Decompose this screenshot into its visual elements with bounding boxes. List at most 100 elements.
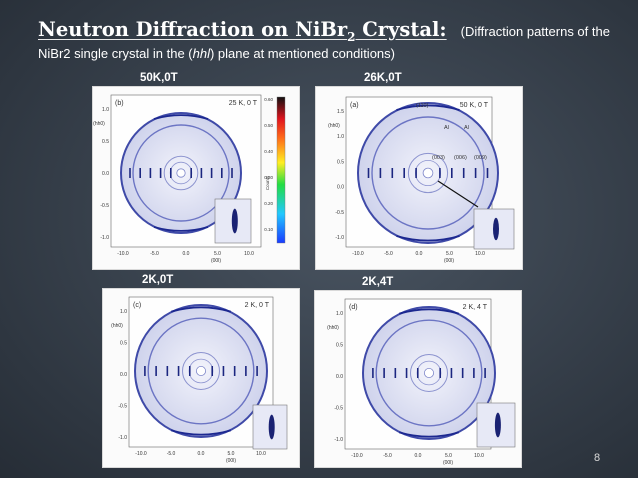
y-tick-label: -0.5 [118,404,127,410]
x-tick-label: 0.0 [416,251,423,257]
colorbar-tick: 0.40 [264,149,273,154]
inset-peak [268,414,275,440]
slide-subtitle: (Diffraction patterns of the [460,24,610,39]
y-tick-label: 0.0 [120,372,127,378]
y-tick-label: 0.0 [336,374,343,380]
panel-tag: (b) [115,100,124,107]
x-tick-label: -10.0 [351,453,363,459]
x-axis-label: (00l) [226,458,236,464]
y-axis-label: (hh0) [327,325,339,331]
panel-tag: (d) [349,304,358,311]
x-tick-label: -5.0 [150,251,159,257]
pattern-svg: (d) 2 K, 4 T 1.0 0.5 0.0 -0.5 -1.0 -10.0 -5.0 0.0… [327,298,516,466]
colorbar [276,96,286,244]
slide-title: Neutron Diffraction on NiBr2 Crystal: [38,18,447,44]
panel-condition: 25 K, 0 T [229,100,258,107]
diffraction-arc [171,306,231,313]
y-tick-label: 1.5 [337,109,344,115]
x-tick-label: 0.0 [198,451,205,457]
y-tick-label: 0.0 [102,171,109,177]
y-tick-label: -1.0 [335,235,344,241]
y-tick-label: -0.5 [100,203,109,209]
panel-condition: 2 K, 4 T [463,304,488,311]
beam-stop [422,167,434,179]
diffraction-arc [396,104,460,111]
x-tick-label: 5.0 [445,453,452,459]
title-line: Neutron Diffraction on NiBr2 Crystal: (Di… [38,18,610,44]
colorbar-tick: 0.10 [264,227,273,232]
x-tick-label: 10.0 [244,251,254,257]
diffraction-ring [407,152,449,194]
panel-d-label: 2K,4T [362,276,394,288]
x-tick-label: 5.0 [214,251,221,257]
peak-annotation: (006) [454,155,467,161]
y-axis-label: (hh0) [93,121,105,127]
diffraction-arc [399,308,459,315]
x-tick-label: -5.0 [384,251,393,257]
beam-stop [423,367,435,379]
slide-subtitle-line2: NiBr2 single crystal in the (hhl) plane … [38,46,395,61]
y-tick-label: 1.0 [337,134,344,140]
pointer-arrow [437,180,479,208]
diffraction-arc [396,235,460,242]
beam-stop [195,365,207,377]
y-tick-label: 0.5 [337,159,344,165]
diffraction-ring [163,155,199,191]
x-tick-label: 10.0 [256,451,266,457]
diffraction-panel-c: (c) 2 K, 0 T 1.0 0.5 0.0 -0.5 -1.0 -10.0 -5.0 0.0… [102,288,300,468]
x-tick-label: -10.0 [117,251,129,257]
peak-annotation: (009) [474,155,487,161]
x-tick-label: 10.0 [474,453,484,459]
pattern-svg: (b) 25 K, 0 T 1.0 0.5 0.0 -0.5 -1.0 -10.0 -5.0 0.… [93,94,286,264]
x-tick-label: -5.0 [167,451,176,457]
diffraction-arc [153,114,209,120]
y-tick-label: -1.0 [334,437,343,443]
diffraction-ring [182,352,220,390]
y-axis-label: (hh0) [328,123,340,129]
peak-annotation: Al [444,125,449,131]
y-tick-label: -1.0 [100,235,109,241]
y-tick-label: 0.0 [337,185,344,191]
colorbar-tick: 0.60 [264,97,273,102]
y-tick-label: -0.5 [335,210,344,216]
diffraction-ring [147,317,255,425]
x-tick-label: -5.0 [383,453,392,459]
colorbar-tick: 0.20 [264,201,273,206]
x-axis-label: (00l) [443,460,453,466]
diffraction-ring [371,116,485,230]
diffraction-arc [399,431,459,438]
diffraction-ring [132,124,230,222]
y-tick-label: 1.0 [120,309,127,315]
colorbar-tick: 0.50 [264,123,273,128]
panel-b-label: 50K,0T [140,72,178,84]
x-tick-label: 0.0 [183,251,190,257]
colorbar-tick: 0.30 [264,175,273,180]
panel-condition: 2 K, 0 T [245,302,270,309]
x-axis-label: (00l) [444,258,454,264]
diffraction-arc [153,226,209,232]
diffraction-panel-d: (d) 2 K, 4 T 1.0 0.5 0.0 -0.5 -1.0 -10.0 -5.0 0.0… [314,290,522,468]
x-tick-label: -10.0 [135,451,147,457]
panel-a-label: 26K,0T [364,72,402,84]
panel-condition: 50 K, 0 T [460,102,489,109]
y-tick-label: 0.5 [102,139,109,145]
x-tick-label: 0.0 [415,453,422,459]
peak-annotation: Al [464,125,469,131]
x-tick-label: 5.0 [228,451,235,457]
y-tick-label: -0.5 [334,406,343,412]
panel-tag: (c) [133,302,141,309]
peak-annotation: (003) [432,155,445,161]
colorbar-label: Counts [265,175,270,190]
page-number: 8 [594,452,601,464]
diffraction-ring [375,319,483,427]
y-tick-label: 1.0 [102,107,109,113]
pattern-svg: (c) 2 K, 0 T 1.0 0.5 0.0 -0.5 -1.0 -10.0 -5.0 0.0… [111,296,288,464]
inset-peak [494,412,501,438]
diffraction-arc [171,429,231,436]
x-tick-label: -10.0 [352,251,364,257]
panel-tag: (a) [350,102,359,109]
y-tick-label: 0.5 [120,341,127,347]
peak-annotation: (110) [416,103,429,109]
inset-peak [493,217,499,241]
